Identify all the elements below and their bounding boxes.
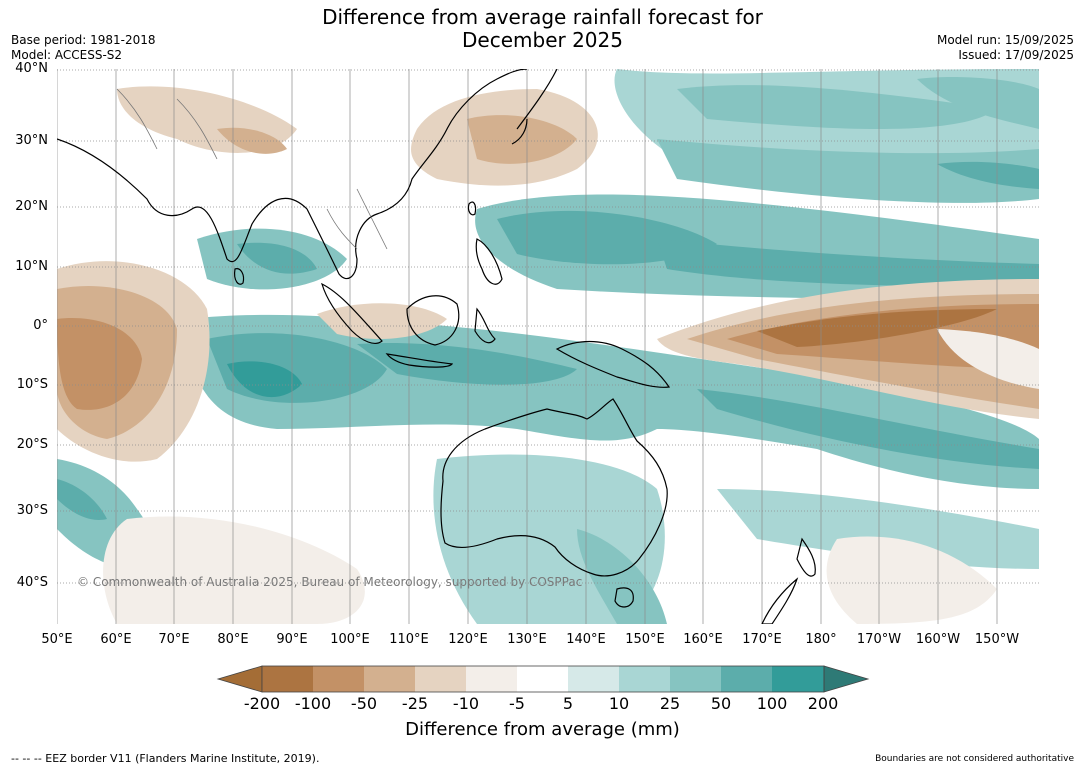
colorbar [216,664,871,694]
lat-label: 40°N [15,61,48,76]
lon-label: 80°E [217,632,249,647]
lon-label: 180° [805,632,837,647]
colorbar-tick-label: -25 [401,694,429,713]
colorbar-title: Difference from average (mm) [405,719,680,740]
rainfall-map-svg [57,69,1039,624]
colorbar-tick-label: 10 [608,694,630,713]
country-borders [116,88,388,250]
colorbar-tick-label: 25 [659,694,681,713]
lat-label: 20°S [16,437,48,452]
lat-label: 30°S [16,503,48,518]
colorbar-swatch [568,666,619,692]
colorbar-tick-label: -5 [509,694,525,713]
lat-label: 30°N [15,133,48,148]
lon-label: 120°E [448,632,488,647]
sri-lanka-coastline [234,268,245,285]
lon-label: 60°E [100,632,132,647]
lon-label: 110°E [389,632,429,647]
lon-label: 160°W [915,632,961,647]
lon-label: 70°E [158,632,190,647]
lon-label: 100°E [330,632,370,647]
new-guinea-coastline [555,340,671,388]
colorbar-tick-label: -100 [294,694,332,713]
borneo-coastline [406,295,460,346]
lat-label: 10°N [15,259,48,274]
colorbar-swatch [823,665,870,693]
colorbar-swatch [364,666,415,692]
rainfall-map [57,69,1039,624]
philippines-coastline [475,238,503,285]
lat-label: 0° [33,318,48,333]
graticule [57,69,1039,624]
copyright-notice: © Commonwealth of Australia 2025, Bureau… [77,575,583,589]
title-line-2: December 2025 [462,28,623,52]
base-period: Base period: 1981-2018 [11,33,156,47]
model-name: Model: ACCESS-S2 [11,48,123,62]
lat-label: 10°S [16,377,48,392]
colorbar-swatch [670,666,721,692]
lon-label: 150°E [625,632,665,647]
lat-label: 40°S [16,575,48,590]
coastlines [57,69,816,624]
colorbar-swatch [216,665,263,693]
tasmania-coastline [614,587,634,608]
colorbar-swatch [721,666,772,692]
lat-label: 20°N [15,199,48,214]
new-zealand-north-coastline [796,537,816,577]
lon-label: 170°E [742,632,782,647]
dry-anomaly-regions [57,86,1039,624]
title-line-1: Difference from average rainfall forecas… [322,5,763,29]
colorbar-swatch [466,666,517,692]
lon-label: 130°E [507,632,547,647]
colorbar-tick-label: -10 [452,694,480,713]
new-zealand-south-coastline [761,577,799,624]
colorbar-swatch [517,666,568,692]
colorbar-tick-label: -50 [350,694,378,713]
lon-label: 150°W [974,632,1020,647]
issued-date: Issued: 17/09/2025 [958,48,1074,62]
colorbar-swatch [262,666,313,692]
asia-mainland-coastline [57,69,528,280]
lon-label: 140°E [566,632,606,647]
wet-anomaly-regions [57,69,1039,624]
sumatra-coastline [321,282,383,344]
lon-label: 170°W [856,632,902,647]
colorbar-tick-label: 100 [756,694,788,713]
eez-border-note: -- -- -- EEZ border V11 (Flanders Marine… [11,752,320,765]
colorbar-tick-label: -200 [243,694,281,713]
colorbar-svg [216,665,870,693]
japan-coastline [511,69,558,145]
lon-label: 50°E [41,632,73,647]
colorbar-tick-label: 50 [710,694,732,713]
colorbar-swatch [772,666,824,692]
sulawesi-coastline [474,307,496,344]
model-run: Model run: 15/09/2025 [936,33,1074,47]
boundaries-disclaimer: Boundaries are not considered authoritat… [875,754,1074,764]
colorbar-tick-label: 5 [562,694,574,713]
colorbar-swatch [313,666,364,692]
lon-label: 160°E [683,632,723,647]
colorbar-tick-label: 200 [807,694,839,713]
australia-coastline [440,398,668,577]
java-coastline [385,353,454,368]
taiwan-coastline [467,201,477,216]
colorbar-swatch [415,666,466,692]
colorbar-swatch [619,666,670,692]
lon-label: 90°E [276,632,308,647]
